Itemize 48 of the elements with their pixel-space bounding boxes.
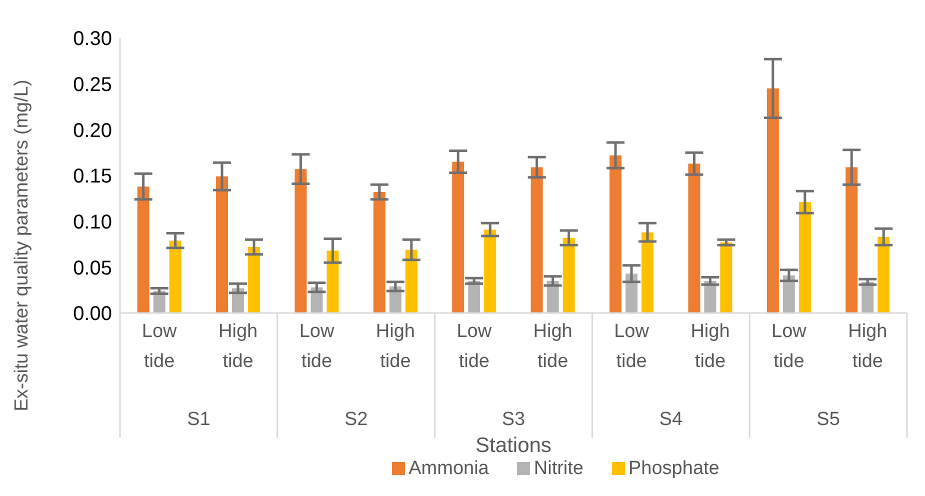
text: S2 — [344, 409, 368, 430]
text: S3 — [502, 409, 526, 430]
text: S5 — [816, 409, 840, 430]
bar — [452, 162, 464, 313]
x-tick-label: Low tide — [142, 321, 178, 372]
bar — [294, 169, 307, 313]
text: S4 — [659, 409, 683, 430]
bar — [610, 155, 622, 313]
bar — [688, 164, 700, 313]
bar — [248, 247, 260, 313]
bar — [137, 186, 150, 313]
bar — [846, 167, 858, 313]
x-tick-label: High tide — [690, 321, 730, 372]
y-tick-label: 0.20 — [73, 120, 112, 142]
bar — [216, 176, 228, 313]
legend-label: Nitrite — [534, 458, 584, 479]
bar — [782, 275, 795, 313]
bar — [530, 167, 543, 313]
text: S1 — [187, 409, 210, 430]
bar — [169, 240, 182, 313]
x-tick-label: High tide — [848, 321, 888, 372]
x-tick-label: High tide — [218, 321, 258, 372]
bar — [405, 250, 418, 313]
x-tick-label: High tide — [533, 321, 572, 372]
y-tick-label: 0.25 — [73, 74, 112, 96]
bar — [878, 236, 890, 313]
x-tick-label: High tide — [376, 321, 415, 372]
y-tick-label: 0.30 — [73, 28, 112, 50]
bar — [326, 250, 339, 313]
legend-label: Ammonia — [408, 458, 489, 479]
y-axis-title: Ex-situ water quality parameters (mg/L) — [12, 80, 32, 412]
y-tick-label: 0.10 — [73, 211, 112, 234]
y-tick-label: 0.05 — [73, 257, 112, 280]
x-axis-title: Stations — [476, 434, 552, 457]
x-tick-label: Low tide — [614, 321, 650, 372]
bar — [484, 230, 496, 313]
bar — [373, 192, 386, 313]
y-tick-label: 0.15 — [73, 166, 112, 188]
bar — [798, 202, 811, 313]
y-tick-label: 0.00 — [73, 303, 112, 326]
bar — [720, 242, 732, 313]
legend-label: Phosphate — [628, 458, 720, 479]
bar — [766, 88, 779, 313]
bar — [642, 232, 654, 313]
bar — [562, 238, 575, 313]
x-tick-label: Low tide — [456, 321, 492, 372]
x-tick-label: Low tide — [299, 321, 334, 372]
x-tick-label: Low tide — [772, 321, 807, 372]
